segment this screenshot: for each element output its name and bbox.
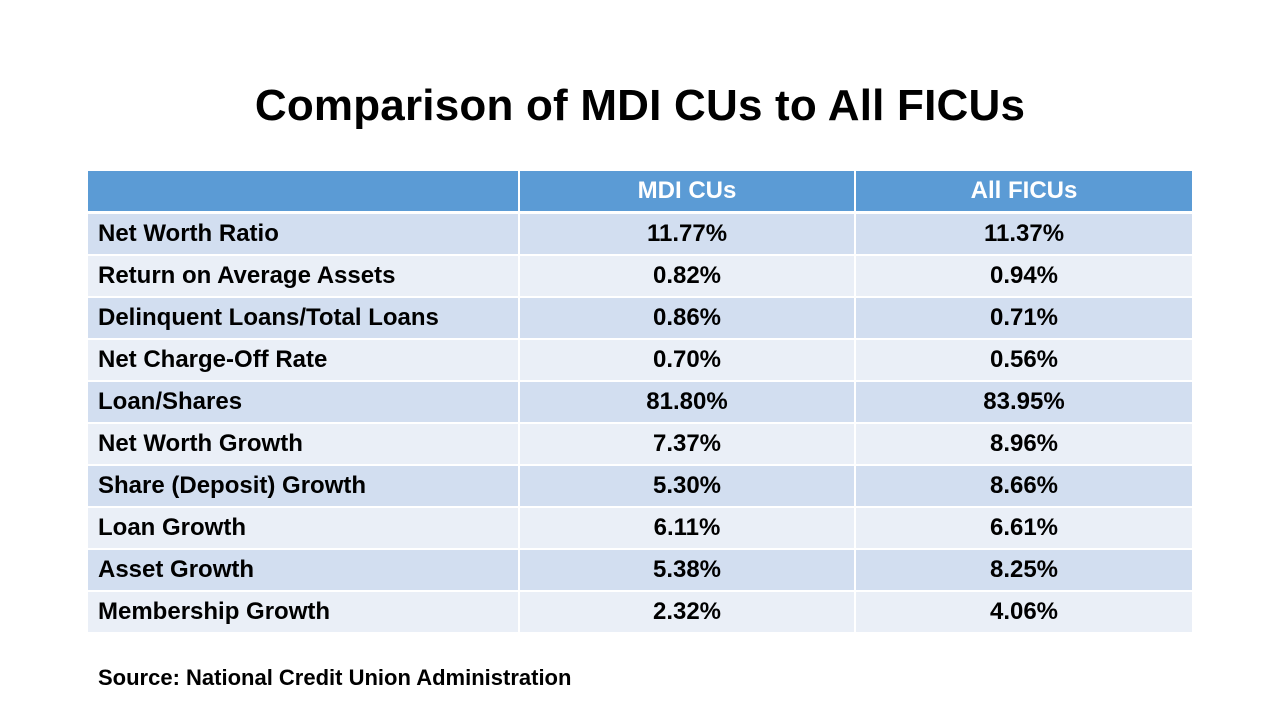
header-all-ficus: All FICUs [855,171,1192,214]
table-row: Loan Growth 6.11% 6.61% [88,507,1192,550]
row-mdi-value: 0.82% [519,255,856,298]
row-mdi-value: 6.11% [519,507,856,550]
row-all-value: 8.25% [855,549,1192,592]
header-mdi-cus: MDI CUs [519,171,856,214]
row-mdi-value: 5.30% [519,465,856,508]
slide-title: Comparison of MDI CUs to All FICUs [254,81,1026,130]
table-row: Loan/Shares 81.80% 83.95% [88,381,1192,424]
row-metric: Membership Growth [88,591,520,634]
table-row: Delinquent Loans/Total Loans 0.86% 0.71% [88,297,1192,340]
row-all-value: 0.56% [855,339,1192,382]
table-row: Asset Growth 5.38% 8.25% [88,549,1192,592]
header-metric [88,171,520,214]
row-mdi-value: 0.86% [519,297,856,340]
row-mdi-value: 5.38% [519,549,856,592]
comparison-table: MDI CUs All FICUs Net Worth Ratio 11.77%… [88,171,1192,634]
row-metric: Delinquent Loans/Total Loans [88,297,520,340]
row-all-value: 0.94% [855,255,1192,298]
row-metric: Asset Growth [88,549,520,592]
table-row: Membership Growth 2.32% 4.06% [88,591,1192,634]
row-all-value: 0.71% [855,297,1192,340]
row-metric: Net Charge-Off Rate [88,339,520,382]
row-metric: Loan Growth [88,507,520,550]
row-all-value: 8.96% [855,423,1192,466]
table-row: Net Charge-Off Rate 0.70% 0.56% [88,339,1192,382]
row-all-value: 8.66% [855,465,1192,508]
table-row: Net Worth Ratio 11.77% 11.37% [88,212,1192,256]
row-mdi-value: 2.32% [519,591,856,634]
table-row: Return on Average Assets 0.82% 0.94% [88,255,1192,298]
row-mdi-value: 7.37% [519,423,856,466]
row-all-value: 83.95% [855,381,1192,424]
row-metric: Return on Average Assets [88,255,520,298]
row-all-value: 6.61% [855,507,1192,550]
row-mdi-value: 81.80% [519,381,856,424]
table-row: Net Worth Growth 7.37% 8.96% [88,423,1192,466]
row-metric: Net Worth Growth [88,423,520,466]
table-row: Share (Deposit) Growth 5.30% 8.66% [88,465,1192,508]
row-all-value: 11.37% [855,212,1192,256]
row-mdi-value: 11.77% [519,212,856,256]
table-header-row: MDI CUs All FICUs [88,171,1192,214]
row-mdi-value: 0.70% [519,339,856,382]
source-note: Source: National Credit Union Administra… [98,665,572,690]
row-metric: Share (Deposit) Growth [88,465,520,508]
row-metric: Loan/Shares [88,381,520,424]
row-all-value: 4.06% [855,591,1192,634]
row-metric: Net Worth Ratio [88,212,520,256]
